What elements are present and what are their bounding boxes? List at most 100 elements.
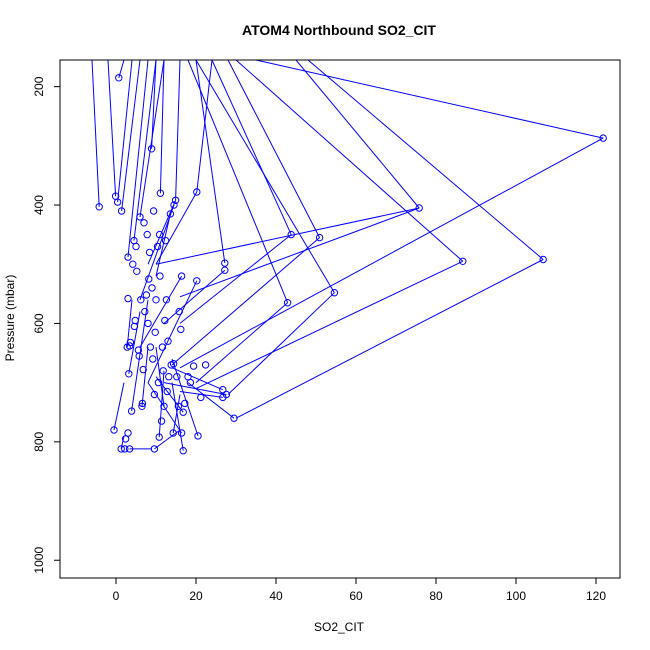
- series-line-segment: [307, 60, 544, 260]
- data-point: [170, 201, 178, 209]
- series-line-segment: [227, 60, 321, 238]
- data-point: [186, 378, 195, 387]
- data-point: [113, 198, 122, 206]
- data-point: [149, 207, 158, 215]
- data-point: [459, 257, 467, 265]
- y-tick-label: 600: [32, 313, 46, 333]
- data-point: [161, 236, 170, 245]
- series-line-segment: [171, 358, 199, 437]
- x-tick-label: 20: [189, 589, 203, 603]
- series-line-segment: [141, 347, 149, 407]
- data-point: [219, 393, 227, 402]
- data-point: [127, 407, 136, 415]
- data-point: [124, 253, 132, 261]
- data-point: [177, 272, 186, 280]
- series-line-segment: [172, 394, 181, 434]
- data-point: [189, 362, 198, 370]
- series-line-segment: [120, 435, 125, 450]
- data-point: [193, 277, 201, 285]
- series-line-segment: [179, 137, 604, 369]
- x-axis: 0 20 40 60 80 100 120: [113, 577, 606, 603]
- series-line-segment: [113, 382, 125, 431]
- data-point: [156, 272, 164, 280]
- data-point: [144, 319, 152, 328]
- data-point: [166, 210, 175, 218]
- data-point: [121, 445, 129, 453]
- data-point: [169, 429, 177, 437]
- data-point: [173, 373, 181, 381]
- series-line-segment: [163, 269, 226, 324]
- series-layer: [91, 60, 607, 455]
- data-point: [179, 447, 187, 455]
- data-point: [117, 445, 125, 453]
- data-point: [147, 145, 156, 153]
- series-line-segment: [179, 234, 292, 324]
- data-point: [135, 352, 143, 360]
- data-point: [150, 445, 159, 453]
- data-point: [193, 188, 201, 196]
- chart-title: ATOM4 Northbound SO2_CIT: [242, 22, 436, 38]
- data-point: [201, 361, 210, 369]
- series-line-segment: [195, 260, 464, 390]
- data-point: [151, 328, 159, 336]
- data-point: [133, 267, 141, 275]
- y-axis: 200 400 600 800 1000: [32, 76, 61, 574]
- plot-frame: [59, 59, 621, 579]
- data-point: [287, 230, 295, 239]
- series-line-segment: [195, 60, 226, 264]
- data-point: [132, 242, 140, 251]
- data-point: [315, 233, 324, 242]
- x-tick-label: 40: [269, 589, 283, 603]
- x-tick-label: 0: [113, 589, 120, 603]
- data-point: [139, 365, 147, 374]
- series-line-segment: [151, 60, 157, 149]
- data-point: [125, 445, 134, 453]
- series-line-segment: [147, 280, 198, 383]
- x-tick-label: 100: [506, 589, 526, 603]
- data-point: [152, 296, 160, 304]
- series-line-segment: [155, 213, 171, 277]
- data-point: [138, 402, 146, 410]
- x-axis-label: SO2_CIT: [314, 620, 365, 634]
- x-tick-label: 60: [349, 589, 363, 603]
- data-point: [153, 242, 162, 251]
- data-point: [129, 260, 137, 268]
- data-point: [181, 399, 189, 408]
- data-point: [163, 387, 171, 396]
- series-line-segment: [163, 382, 227, 395]
- series-line-segment: [175, 60, 181, 201]
- x-tick-label: 80: [429, 589, 443, 603]
- data-point: [143, 230, 151, 239]
- series-line-segment: [171, 367, 223, 391]
- series-line-segment: [187, 60, 289, 303]
- data-point: [169, 360, 178, 368]
- data-point: [131, 316, 139, 325]
- data-point: [117, 207, 126, 215]
- data-point: [177, 325, 185, 334]
- data-point: [415, 204, 423, 212]
- data-point: [124, 429, 132, 437]
- data-point: [145, 275, 153, 283]
- data-point: [138, 399, 147, 408]
- series-line-segment: [139, 275, 183, 348]
- data-point: [230, 414, 238, 422]
- series-line-segment: [235, 60, 464, 262]
- data-point: [219, 386, 227, 394]
- data-point: [160, 402, 168, 410]
- data-point: [154, 378, 163, 387]
- y-tick-label: 800: [32, 432, 46, 452]
- data-point: [162, 296, 171, 304]
- data-point: [148, 284, 156, 292]
- y-tick-label: 1000: [32, 547, 46, 574]
- data-point: [161, 316, 169, 325]
- series-line-segment: [126, 299, 133, 348]
- data-point: [179, 408, 187, 416]
- series-line-segment: [155, 207, 420, 265]
- data-point: [539, 255, 547, 264]
- data-point: [177, 429, 186, 437]
- series-line-segment: [211, 60, 292, 235]
- data-point: [146, 343, 155, 351]
- data-point: [283, 299, 292, 307]
- data-point: [221, 266, 229, 274]
